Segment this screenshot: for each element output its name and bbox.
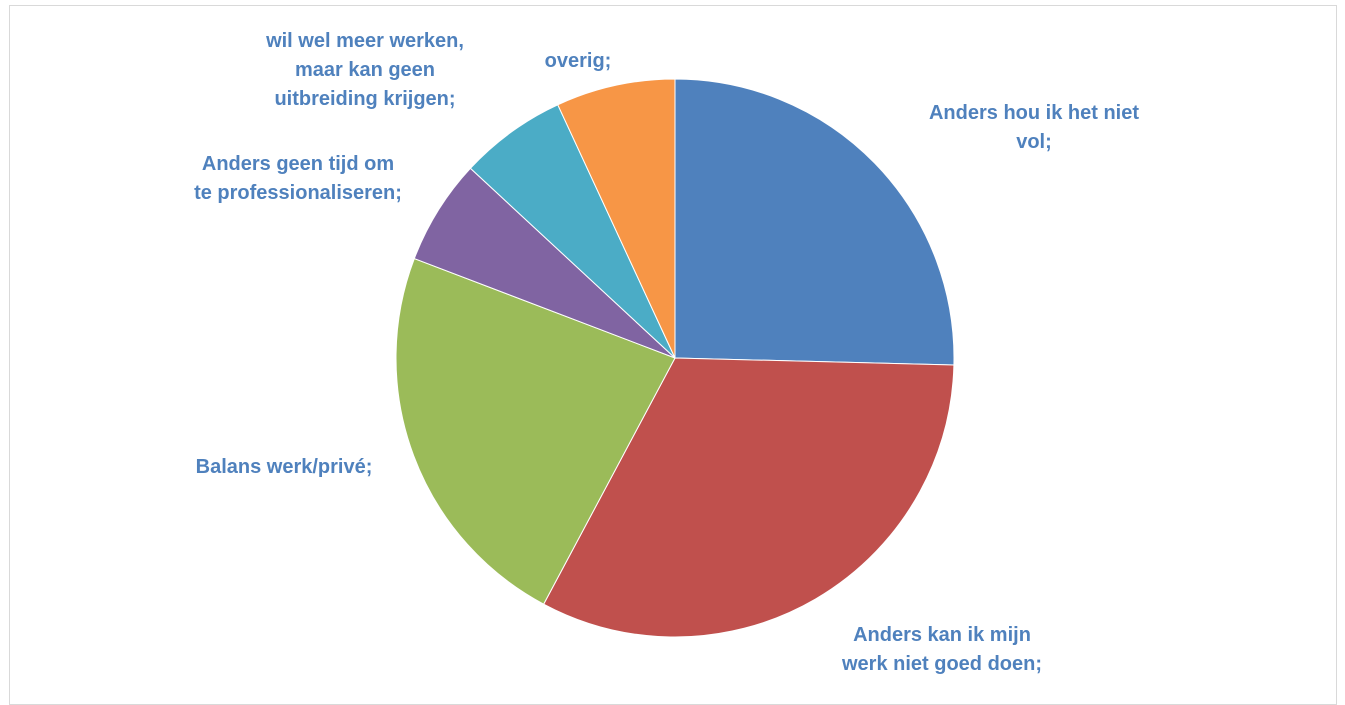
pie-slice-6 (557, 78, 676, 359)
slice-label-5: wil wel meer werken, maar kan geen uitbrei… (265, 30, 464, 110)
slice-label-line: overig; (545, 50, 612, 72)
slice-label-6: overig; (545, 50, 612, 72)
slice-label-line: vol; (1016, 131, 1052, 153)
slice-label-line: uitbreiding krijgen; (274, 88, 455, 110)
slice-label-line: Anders geen tijd om (202, 153, 394, 175)
slice-label-line: werk niet goed doen; (841, 653, 1042, 675)
slice-label-line: maar kan geen (295, 59, 435, 81)
slice-label-line: Anders hou ik het niet (929, 102, 1139, 124)
slice-label-3: Balans werk/privé; (196, 456, 373, 478)
pie-slice-3 (395, 257, 676, 605)
slice-label-line: Balans werk/privé; (196, 456, 373, 478)
slice-label-line: wil wel meer werken, (265, 30, 464, 52)
slice-label-2: Anders kan ik mijn werk niet goed doen; (841, 624, 1042, 675)
slice-label-line: te professionaliseren; (194, 182, 402, 204)
slice-label-4: Anders geen tijd om te professionaliseren… (194, 153, 402, 204)
pie-slice-1 (674, 78, 955, 366)
pie-slice-2 (542, 357, 955, 638)
slice-label-1: Anders hou ik het niet vol; (929, 102, 1139, 153)
slice-label-line: Anders kan ik mijn (853, 624, 1031, 646)
